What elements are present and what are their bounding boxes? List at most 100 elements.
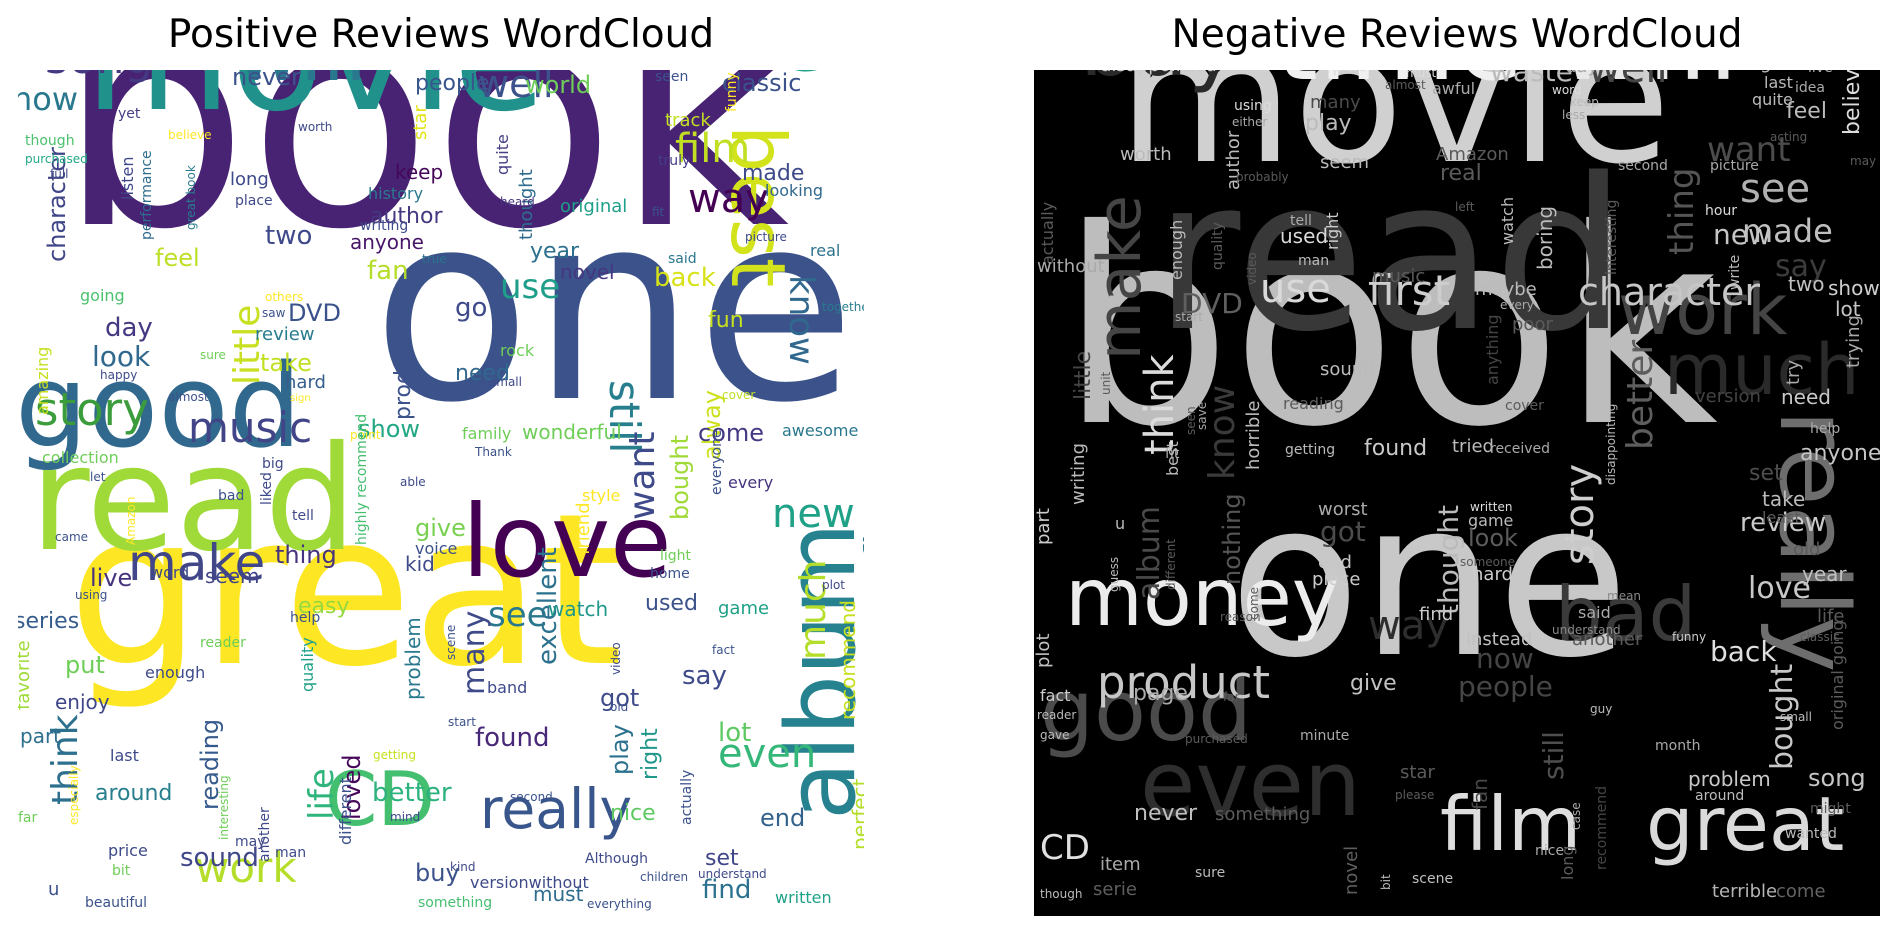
right_panel-word: please	[1395, 787, 1435, 802]
left_panel-word: different	[336, 777, 355, 845]
right_panel-word: anyone	[1800, 440, 1880, 466]
left_panel-word: star	[410, 105, 431, 140]
right_panel-word: save	[1195, 401, 1209, 430]
right_panel-word: music	[1372, 265, 1426, 287]
left_panel-word: book	[58, 70, 790, 295]
right_panel-word: tell	[1290, 213, 1312, 230]
left_panel-word: even	[718, 730, 817, 777]
right_panel-word: got	[1320, 515, 1366, 549]
left_panel-word: review	[255, 323, 315, 345]
right_panel-word: last	[1764, 72, 1793, 92]
left_panel-word: give	[415, 514, 466, 543]
right_panel-word: video	[1245, 252, 1259, 285]
right_panel-word: end	[1318, 551, 1352, 573]
right_panel-word: anything	[1483, 314, 1502, 385]
left_panel-word: set	[705, 845, 739, 871]
left_panel-word: Thank	[475, 444, 512, 459]
left_panel-word: cover	[722, 387, 756, 402]
left_panel-word: product	[391, 335, 416, 420]
right_panel-word: fan	[1468, 778, 1492, 810]
left_panel-word: author	[370, 203, 443, 229]
left_panel-word: way	[688, 175, 769, 222]
right_panel-word: less	[1562, 107, 1586, 122]
right_panel-word: nothing	[1218, 493, 1246, 585]
left_panel-word: looking	[765, 180, 824, 200]
right_panel-word: understand	[1552, 622, 1621, 637]
left_panel-word: music	[188, 403, 313, 453]
right_panel-word: help	[1810, 421, 1841, 438]
left_panel-word: good	[18, 340, 302, 475]
right_panel-word: worst	[1318, 498, 1368, 520]
left_panel-word: quality	[298, 637, 317, 692]
right_panel-word: may	[1850, 153, 1877, 168]
left_panel-word: real	[810, 240, 841, 260]
left_panel-word: highly recommend	[354, 413, 370, 545]
left_panel-word: time	[617, 70, 832, 86]
left_panel-word: bad	[218, 488, 245, 505]
right_panel-word: funny	[1672, 629, 1707, 644]
right_panel-word: recommend	[1594, 786, 1610, 870]
right_panel-word: back	[1710, 635, 1777, 669]
right_panel-word: page	[1133, 680, 1188, 706]
left_panel-word: two	[265, 220, 313, 251]
right_panel-word: hard	[1472, 563, 1513, 585]
right_panel-word: enough	[1167, 219, 1186, 280]
right_panel-word: real	[1440, 160, 1482, 186]
left_panel-word: interesting	[217, 775, 231, 840]
right_panel-word: sure	[1195, 865, 1226, 882]
left_panel-word: believe	[168, 127, 212, 142]
right_panel-word: quality	[1210, 222, 1226, 270]
left_panel-word: now	[18, 80, 79, 119]
right_panel-word: hour	[1705, 203, 1738, 220]
left_panel-word: purchased	[25, 151, 88, 166]
right_panel-word: watch	[1498, 196, 1517, 245]
left_panel-word: great book	[184, 165, 198, 230]
left_panel-word: man	[275, 845, 307, 862]
right_panel-word: far	[1223, 689, 1240, 704]
left_panel-word: part	[20, 724, 62, 749]
left_panel-word: used	[645, 590, 698, 616]
right_panel-word: believe	[1840, 70, 1865, 135]
left_panel-word: history	[368, 183, 424, 203]
right_panel-word: either	[1232, 114, 1268, 129]
negative-wordcloud: bookmoviereadonetimewillreallygoodmoneye…	[1034, 70, 1880, 916]
right_panel-word: sound	[1320, 358, 1375, 380]
right_panel-word: wanted	[1785, 826, 1837, 843]
right_panel-word: instead	[1466, 628, 1533, 650]
right_panel-word: another	[1572, 628, 1643, 650]
right_panel-word: read	[1154, 133, 1627, 379]
right_panel-word: song	[1808, 764, 1866, 793]
right_panel-word: picture	[1710, 158, 1759, 175]
left_panel-word: versionwithout	[470, 872, 589, 892]
right_panel-word: give	[1350, 670, 1397, 696]
left_panel-word: great	[68, 468, 624, 714]
left_panel-word: perfect	[848, 778, 864, 850]
right_panel-word: set	[1749, 460, 1783, 486]
right_panel-word: something	[1215, 803, 1311, 825]
left_panel-word: see	[488, 595, 548, 636]
left_panel-word: another	[257, 807, 273, 862]
left_panel-word: writing	[360, 218, 409, 235]
right_panel-word: terrible	[1712, 880, 1778, 902]
left_panel-word: movie	[85, 70, 546, 133]
left_panel-word: true	[422, 251, 447, 266]
left_panel-word: novel	[560, 260, 615, 285]
left_panel-word: mind	[390, 809, 421, 824]
left_panel-word: let	[90, 469, 106, 484]
right_panel-word: cover	[1505, 398, 1544, 415]
left_panel-word: picture	[745, 229, 787, 244]
left_panel-word: series	[18, 608, 80, 634]
left_panel-word: help	[290, 610, 321, 627]
right_panel-word: bad	[1555, 569, 1697, 658]
left_panel-word: far	[18, 810, 38, 827]
right_panel-word: reason	[1220, 609, 1261, 624]
right_panel-word: found	[1364, 435, 1428, 461]
left_panel-word: people	[415, 70, 490, 96]
right_panel-word: movie	[1118, 70, 1671, 204]
right_panel-word: thought	[1432, 504, 1465, 615]
left_panel-word: tell	[292, 508, 314, 525]
left_panel-word: day	[105, 312, 153, 343]
right_panel-word: right	[1323, 212, 1342, 250]
right_panel-word: much	[1664, 329, 1860, 412]
right_panel-word: star	[1400, 761, 1435, 783]
